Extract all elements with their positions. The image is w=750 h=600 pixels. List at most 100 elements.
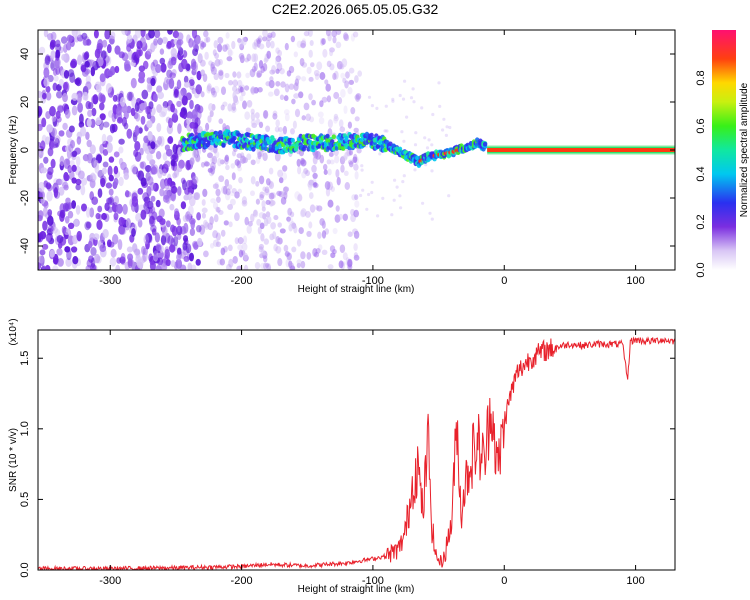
spectrogram-cell xyxy=(283,186,290,192)
spectrogram-cell xyxy=(114,45,121,55)
spectrogram-cell xyxy=(141,245,146,255)
spectrogram-cell xyxy=(286,216,291,222)
spectrogram-cell xyxy=(353,230,360,239)
spectrogram-cell xyxy=(445,125,449,129)
spectrogram-cell xyxy=(110,248,117,258)
spectrogram-cell xyxy=(264,262,270,268)
spectrogram-panel: -300 -200 -100 0 100 -40 -20 0 20 40 Hei… xyxy=(8,29,676,295)
spectrogram-cell xyxy=(167,30,173,35)
spectrogram-cell xyxy=(307,30,313,37)
spectrogram-cell xyxy=(182,235,189,243)
spectrogram-cell xyxy=(220,86,227,96)
spectrogram-cell xyxy=(354,75,359,83)
spectrogram-cell xyxy=(277,126,284,133)
spectrogram-cell xyxy=(114,65,120,74)
spectrogram-cell xyxy=(262,36,268,42)
spectrogram-cell xyxy=(76,230,82,242)
spectrogram-cell xyxy=(112,94,118,102)
spectrogram-cell xyxy=(197,53,203,64)
spectrogram-cell xyxy=(56,248,63,256)
spectrogram-cell xyxy=(89,191,95,201)
spectrogram-cell xyxy=(52,265,59,270)
spectrogram-cell xyxy=(189,228,196,237)
spectrogram-cell xyxy=(273,215,279,221)
spectrogram-cell xyxy=(255,198,260,205)
spectrogram-cell xyxy=(59,155,65,167)
spectrogram-cell xyxy=(60,36,68,44)
spectrogram-cell xyxy=(293,146,299,152)
spectrogram-cell xyxy=(174,208,179,216)
spectrogram-cell xyxy=(299,57,305,67)
spectrogram-cell xyxy=(208,103,214,112)
spectrogram-cell xyxy=(214,58,221,67)
spectrogram-cell xyxy=(108,188,114,196)
spectrogram-cell xyxy=(279,228,286,234)
spectrogram-cell xyxy=(165,259,171,267)
spectrogram-cell xyxy=(225,32,230,39)
spectrogram-cell xyxy=(307,182,313,191)
spectrogram-cell xyxy=(329,49,334,57)
spectrogram-cell xyxy=(86,259,93,268)
spectrogram-cell xyxy=(306,230,312,237)
spectrogram-cell xyxy=(425,146,430,150)
chart-title: C2E2.2026.065.05.05.G32 xyxy=(272,1,439,17)
spectrogram-cell xyxy=(287,216,294,225)
spectrogram-cell xyxy=(321,230,327,239)
spectrogram-cell xyxy=(107,165,113,177)
spectrogram-cell xyxy=(420,106,424,110)
spectrogram-cell xyxy=(159,48,165,55)
spectrogram-cell xyxy=(149,206,156,214)
spectrogram-cell xyxy=(381,196,385,200)
spectrogram-cell xyxy=(251,65,257,73)
spectrogram-cell xyxy=(332,36,337,44)
spectrogram-cell xyxy=(263,109,269,119)
spectrogram-cell xyxy=(280,196,287,205)
spectrogram-cell xyxy=(308,221,313,229)
spectrogram-cell xyxy=(71,92,79,101)
spectrogram-cell xyxy=(284,42,289,51)
spectrogram-cell xyxy=(134,30,142,39)
x-tick-label: 0 xyxy=(501,575,507,587)
spectrogram-cell xyxy=(189,121,196,129)
spectrogram-cell xyxy=(99,244,107,253)
y-tick-label: 40 xyxy=(19,48,31,60)
spectrogram-cell xyxy=(350,33,355,42)
spectrogram-cell xyxy=(403,79,407,83)
spectrogram-cell xyxy=(296,194,303,202)
spectrogram-cell xyxy=(266,50,272,59)
spectrogram-cell xyxy=(205,122,210,131)
spectrogram-cell xyxy=(181,58,188,70)
spectrogram-cell xyxy=(94,48,101,59)
spectrogram-cell xyxy=(244,85,250,91)
spectrogram-cell xyxy=(222,123,227,131)
spectrogram-cell xyxy=(340,88,346,98)
spectrogram-cell xyxy=(140,30,146,38)
spectrogram-cell xyxy=(254,112,260,119)
spectrogram-cell xyxy=(113,177,119,187)
spectrogram-cell xyxy=(255,180,260,187)
spectrogram-cell xyxy=(76,30,81,38)
spectrogram-cell xyxy=(370,104,374,108)
spectrogram-cell xyxy=(136,40,143,50)
spectrogram-cell xyxy=(107,196,115,206)
colorbar-ticks: 0.0 0.2 0.4 0.6 0.8 xyxy=(695,70,707,277)
spectrogram-cell xyxy=(186,111,193,120)
spectrogram-cell xyxy=(178,90,184,101)
spectrogram-cell xyxy=(167,136,174,144)
spectrogram-cell xyxy=(216,206,221,213)
spectrogram-cell xyxy=(275,47,280,54)
spectrogram-cell xyxy=(351,194,357,201)
spectrogram-cell xyxy=(235,88,241,95)
spectrogram-cell xyxy=(42,206,48,217)
spectrogram-cell xyxy=(102,161,109,168)
spectrogram-cell xyxy=(327,264,334,270)
spectrogram-cell xyxy=(141,89,149,100)
spectrogram-cell xyxy=(126,44,132,52)
spectrogram-cell xyxy=(159,111,166,118)
spectrogram-cell xyxy=(169,72,177,79)
spectrogram-cell xyxy=(245,127,251,133)
spectrogram-cell xyxy=(306,66,312,75)
spectrogram-cell xyxy=(188,252,195,262)
spectrogram-cell xyxy=(234,212,240,222)
